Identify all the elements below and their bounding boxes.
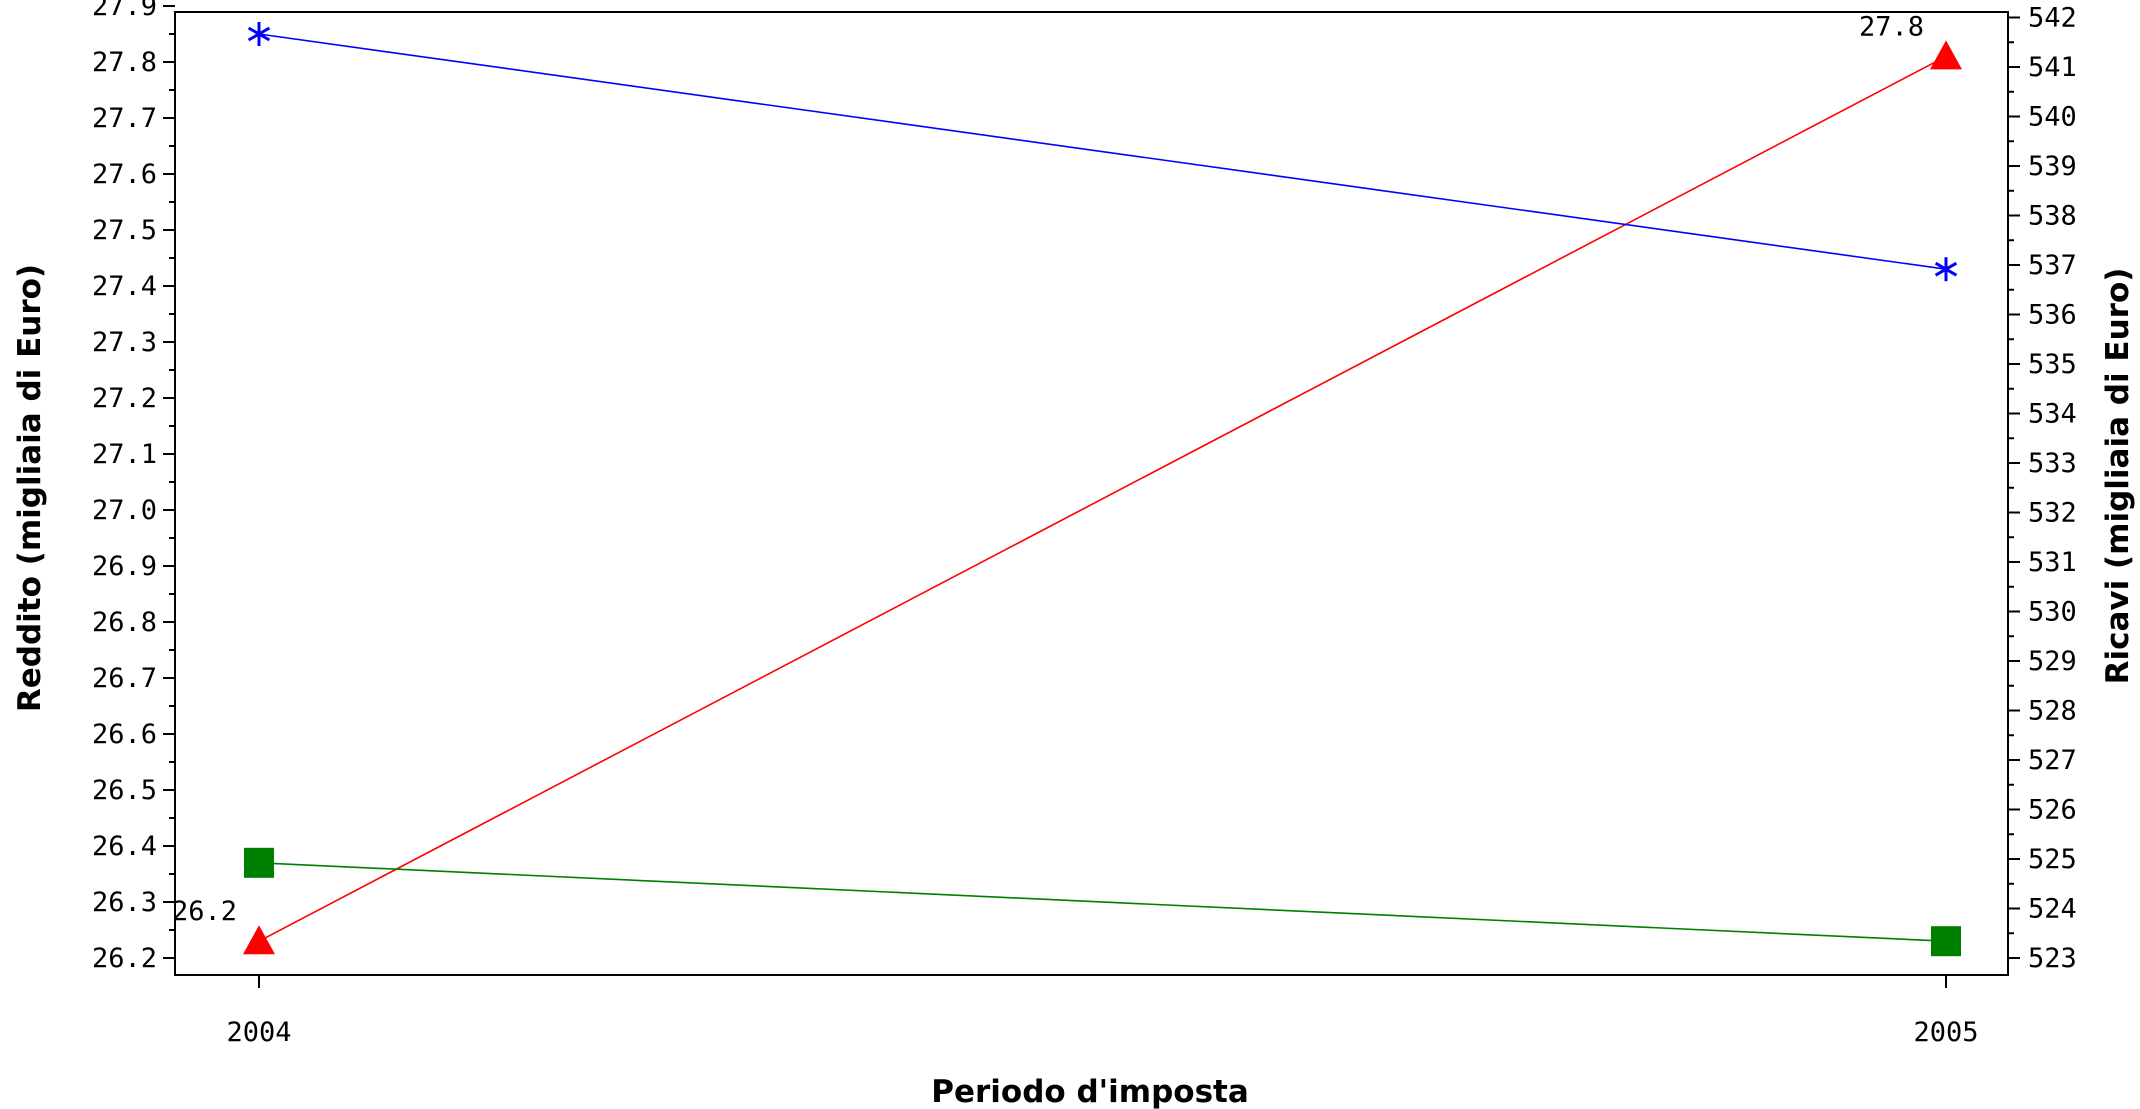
right-tick-label: 534 <box>2028 399 2077 430</box>
right-tick-label: 541 <box>2028 52 2077 83</box>
series-line <box>258 862 1947 942</box>
left-tick-label: 26.2 <box>92 943 157 974</box>
right-tick-label: 533 <box>2028 448 2077 479</box>
right-tick-label: 529 <box>2028 646 2077 677</box>
right-tick-label: 523 <box>2028 943 2077 974</box>
square-marker <box>244 847 274 878</box>
left-axis: 26.2 26.3 26.4 26.5 26.6 26.7 26.8 26.9 27.0 27.1… <box>92 0 175 974</box>
left-tick-label: 27.8 <box>92 47 157 78</box>
y-axis-title-right: Ricavi (migliaia di Euro) <box>2100 268 2136 685</box>
left-tick-label: 27.7 <box>92 103 157 134</box>
right-tick-label: 527 <box>2028 745 2077 776</box>
left-tick-label: 26.9 <box>92 551 157 582</box>
left-tick-label: 26.4 <box>92 831 157 862</box>
x-axis: 2004 2005 <box>226 975 1979 1048</box>
left-tick-label: 27.4 <box>92 271 157 302</box>
right-axis: 523 524 525 526 527 528 529 530 531 532 533 534 535 5… <box>2008 3 2077 974</box>
asterisk-marker <box>1934 257 1958 282</box>
right-tick-label: 532 <box>2028 498 2077 529</box>
triangle-marker <box>1930 40 1962 70</box>
left-tick-label: 26.8 <box>92 607 157 638</box>
y-axis-title-left: Reddito (migliaia di Euro) <box>12 264 48 712</box>
left-tick-label: 26.7 <box>92 663 157 694</box>
right-tick-label: 540 <box>2028 102 2077 133</box>
right-tick-label: 535 <box>2028 349 2077 380</box>
series-line <box>258 55 1947 942</box>
right-tick-label: 537 <box>2028 250 2077 281</box>
data-label: 26.2 <box>172 896 237 927</box>
left-tick-label: 26.5 <box>92 775 157 806</box>
right-tick-label: 531 <box>2028 547 2077 578</box>
asterisk-marker <box>247 22 271 46</box>
left-tick-label: 27.2 <box>92 383 157 414</box>
right-tick-label: 525 <box>2028 844 2077 875</box>
left-tick-label: 27.9 <box>92 0 157 22</box>
left-tick-label: 26.3 <box>92 887 157 918</box>
left-tick-label: 27.3 <box>92 327 157 358</box>
x-tick-label: 2005 <box>1913 1017 1978 1048</box>
x-axis-title: Periodo d'imposta <box>931 1074 1249 1109</box>
right-tick-label: 528 <box>2028 696 2077 727</box>
left-tick-label: 26.6 <box>92 719 157 750</box>
right-tick-label: 536 <box>2028 300 2077 331</box>
left-tick-label: 27.1 <box>92 439 157 470</box>
left-tick-label: 27.0 <box>92 495 157 526</box>
right-tick-label: 526 <box>2028 795 2077 826</box>
triangle-marker <box>243 925 275 955</box>
right-tick-label: 539 <box>2028 151 2077 182</box>
series-line <box>258 33 1947 270</box>
left-tick-label: 27.6 <box>92 159 157 190</box>
data-label: 27.8 <box>1859 11 1924 42</box>
series-layer: 26.2 27.8 <box>172 11 1962 957</box>
left-tick-label: 27.5 <box>92 215 157 246</box>
right-tick-label: 524 <box>2028 894 2077 925</box>
x-tick-label: 2004 <box>226 1017 291 1048</box>
right-tick-label: 542 <box>2028 3 2077 34</box>
right-tick-label: 530 <box>2028 597 2077 628</box>
plot-frame <box>174 11 2009 976</box>
right-tick-label: 538 <box>2028 201 2077 232</box>
square-marker <box>1931 926 1961 957</box>
